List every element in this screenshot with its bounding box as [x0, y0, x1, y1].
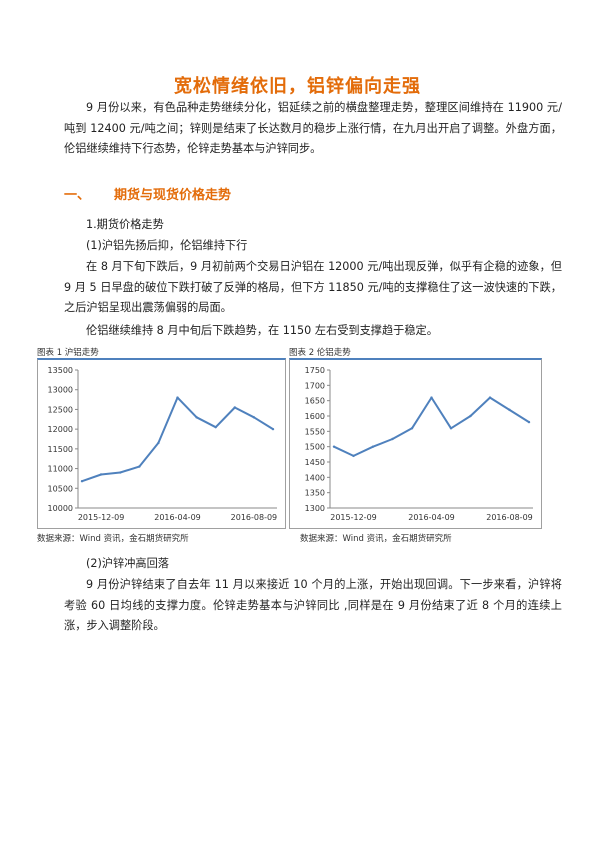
chart2-xtick-label: 2016-08-09	[486, 513, 533, 522]
chart2-ytick-label: 1300	[305, 504, 325, 513]
chart1-data-point	[214, 425, 217, 429]
chart1-data-point	[157, 441, 160, 445]
chart2-ytick-label: 1600	[305, 412, 325, 421]
chart1-data-point	[195, 416, 198, 419]
chart2-ytick-label: 1400	[305, 473, 325, 482]
page-title: 宽松情绪依旧，铝锌偏向走强	[174, 76, 421, 97]
chart2-ytick-label: 1700	[305, 381, 325, 390]
chart2-ytick-label: 1500	[305, 443, 325, 452]
chart2-ytick-label: 1450	[305, 458, 325, 467]
chart1-xtick-label: 2016-04-09	[154, 513, 201, 522]
chart2-data-point	[430, 396, 433, 399]
subheading-aluminum: (1)沪铝先扬后抑，伦铝维持下行	[86, 239, 248, 252]
chart1-ytick-label: 10000	[48, 504, 73, 513]
chart1-data-point	[271, 427, 275, 431]
chart1-source: 数据来源：Wind 资讯，金石期货研究所	[37, 534, 189, 544]
chart1-ytick-label: 13000	[48, 386, 73, 395]
chart2-data-point	[371, 445, 375, 448]
chart1-data-point	[138, 465, 141, 468]
intro-paragraph: 9 月份以来，有色品种走势继续分化，铝延续之前的横盘整理走势，整理区间维持在 1…	[64, 101, 562, 155]
chart2-xtick-label: 2015-12-09	[330, 513, 377, 522]
section-title: 期货与现货价格走势	[114, 188, 232, 203]
chart1-ytick-label: 13500	[48, 366, 73, 375]
chart1-frame: 10000 10500 11000 11500 12000 12500 13000 13500…	[37, 358, 286, 529]
chart2-ytick-label: 1350	[305, 489, 325, 498]
chart1-ytick-label: 11500	[48, 445, 73, 454]
chart2-ytick-label: 1650	[305, 397, 325, 406]
chart1-caption: 图表 1 沪铝走势	[37, 348, 99, 358]
chart1-series-line	[81, 396, 274, 483]
zinc-paragraph: 9 月份沪锌结束了自去年 11 月以来接近 10 个月的上涨，开始出现回调。下一…	[64, 578, 562, 632]
chart1-ytick-label: 11000	[48, 465, 73, 474]
chart2-data-point	[391, 437, 394, 441]
subheading-futures: 1.期货价格走势	[86, 218, 164, 231]
chart1-ytick-label: 12500	[48, 405, 73, 414]
subheading-zinc: (2)沪锌冲高回落	[86, 557, 169, 570]
chart1-data-point	[119, 471, 122, 474]
chart2-data-point	[449, 427, 453, 430]
chart2-data-point	[508, 408, 511, 412]
section-heading: 一、 期货与现货价格走势	[64, 184, 231, 203]
chart2-xtick-label: 2016-04-09	[408, 513, 455, 522]
chart2-ytick-label: 1750	[305, 366, 325, 375]
chart2-frame: 1300 1350 1400 1450 1500 1550 1600 1650 1700 1750…	[289, 358, 542, 529]
chart2-data-point	[488, 396, 492, 399]
chart1-data-point	[99, 473, 103, 476]
section-number: 一、	[64, 188, 91, 203]
chart1-data-point	[176, 396, 179, 399]
chart2-data-point	[352, 454, 355, 458]
lme-aluminum-chart: 1300 1350 1400 1450 1500 1550 1600 1650 1700 1750…	[305, 366, 533, 522]
chart2-source: 数据来源：Wind 资讯，金石期货研究所	[300, 534, 452, 544]
chart2-data-point	[469, 414, 472, 418]
chart1-data-point	[80, 479, 84, 483]
chart1-data-point	[233, 406, 236, 409]
chart1-data-point	[252, 416, 256, 419]
shfe-aluminum-chart: 10000 10500 11000 11500 12000 12500 13000 13500…	[48, 366, 278, 522]
chart2-ytick-label: 1550	[305, 427, 325, 436]
aluminum-paragraph: 在 8 月下旬下跌后，9 月初前两个交易日沪铝在 12000 元/吨出现反弹，似…	[64, 260, 562, 314]
chart1-ytick-label: 12000	[48, 425, 73, 434]
chart2-data-point	[410, 427, 414, 430]
chart2-caption: 图表 2 伦铝走势	[289, 348, 351, 358]
chart1-xtick-label: 2016-08-09	[231, 513, 278, 522]
chart2-data-point	[527, 420, 531, 424]
lme-paragraph: 伦铝继续维持 8 月中旬后下跌趋势，在 1150 左右受到支撑趋于稳定。	[86, 324, 438, 337]
chart2-series-line	[333, 396, 530, 457]
chart1-xtick-label: 2015-12-09	[78, 513, 125, 522]
chart1-ytick-label: 10500	[48, 484, 73, 493]
chart2-data-point	[332, 445, 336, 448]
